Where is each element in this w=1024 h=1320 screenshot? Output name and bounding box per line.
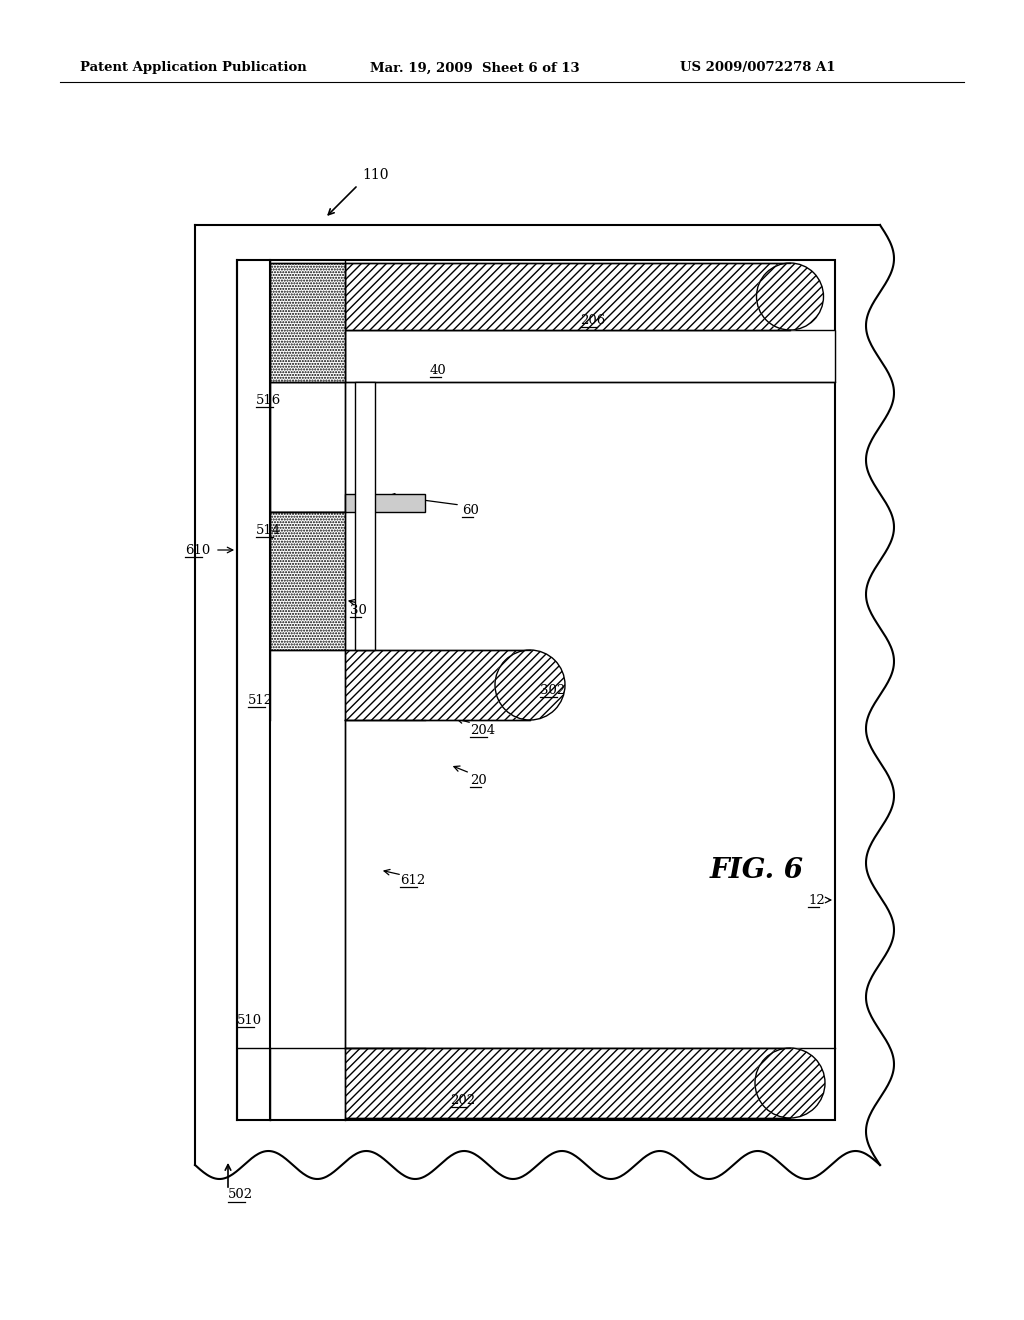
Text: US 2009/0072278 A1: US 2009/0072278 A1 (680, 62, 836, 74)
Bar (270, 512, 345, 649)
Text: 502: 502 (228, 1188, 253, 1201)
Text: 12: 12 (808, 894, 824, 907)
Text: Patent Application Publication: Patent Application Publication (80, 62, 307, 74)
Ellipse shape (495, 649, 565, 719)
Text: 40: 40 (430, 363, 446, 376)
Ellipse shape (755, 1048, 825, 1118)
Bar (270, 381, 345, 512)
Ellipse shape (757, 263, 823, 330)
Text: 510: 510 (237, 1014, 262, 1027)
Bar (345, 649, 530, 719)
Ellipse shape (757, 263, 823, 330)
Text: 610: 610 (185, 544, 210, 557)
Bar (237, 260, 835, 1119)
Text: 514: 514 (256, 524, 282, 536)
Text: 30: 30 (350, 603, 367, 616)
Text: 302: 302 (540, 684, 565, 697)
Bar (345, 330, 835, 381)
Text: 110: 110 (362, 168, 388, 182)
Text: 612: 612 (400, 874, 425, 887)
Text: 60: 60 (462, 503, 479, 516)
Text: 512: 512 (248, 693, 273, 706)
Ellipse shape (495, 649, 565, 719)
Bar (355, 381, 375, 649)
Bar (270, 263, 345, 381)
Text: 202: 202 (450, 1093, 475, 1106)
Text: FIG. 6: FIG. 6 (710, 857, 804, 883)
Text: 20: 20 (470, 774, 486, 787)
Text: 516: 516 (256, 393, 282, 407)
Bar (345, 1048, 790, 1118)
Text: 204: 204 (470, 723, 496, 737)
Bar (345, 263, 790, 330)
Text: 206: 206 (580, 314, 605, 326)
Bar (345, 494, 425, 512)
Text: Mar. 19, 2009  Sheet 6 of 13: Mar. 19, 2009 Sheet 6 of 13 (370, 62, 580, 74)
Ellipse shape (755, 1048, 825, 1118)
